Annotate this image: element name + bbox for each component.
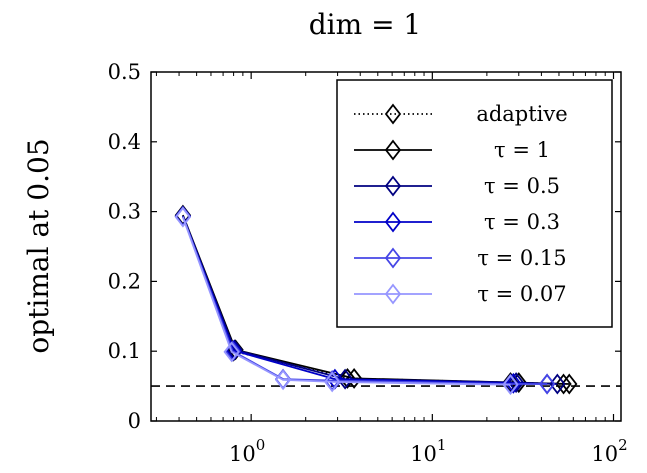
legend-label-4: τ = 0.15	[477, 246, 566, 270]
legend-entry-4: τ = 0.15	[354, 246, 567, 270]
legend-label-3: τ = 0.3	[484, 210, 560, 234]
legend-label-1: τ = 1	[494, 138, 550, 162]
data-point-1-4	[561, 373, 578, 395]
series-line-5	[182, 216, 511, 386]
legend-entry-3: τ = 0.3	[354, 210, 560, 234]
legend-label-5: τ = 0.07	[477, 282, 566, 306]
y-axis-label: optimal at 0.05	[22, 138, 55, 353]
chart-title: dim = 1	[309, 8, 422, 41]
y-tick-label-1: 0.1	[108, 339, 141, 363]
legend-entry-1: τ = 1	[354, 138, 550, 162]
x-tick-label-1: 101	[410, 436, 446, 466]
legend-entry-5: τ = 0.07	[354, 282, 567, 306]
legend-marker-3	[384, 211, 402, 233]
axes: 0 0.1 0.2 0.3 0.4 0.5 100 101 102	[108, 60, 628, 466]
legend-marker-4	[384, 247, 402, 269]
x-tick-label-2: 102	[591, 436, 627, 466]
data-point-2-3	[507, 372, 525, 394]
x-tick-label-0: 100	[229, 436, 265, 466]
legend-marker-2	[384, 175, 402, 197]
data-point-3-3	[505, 372, 522, 394]
legend-marker-1	[384, 139, 402, 161]
data-point-4-5	[538, 373, 556, 395]
plot-area	[151, 204, 621, 396]
legend: adaptive τ = 1 τ = 0.5 τ = 0.3 τ = 0.15 τ = 0…	[336, 79, 613, 328]
data-point-0-4	[555, 373, 572, 395]
data-point-5-4	[502, 374, 519, 396]
data-point-5-3	[324, 371, 341, 393]
series-5	[174, 206, 519, 396]
legend-label-0: adaptive	[476, 102, 567, 126]
y-tick-label-3: 0.3	[108, 200, 141, 224]
y-tick-label-5: 0.5	[108, 60, 141, 84]
legend-entry-0: adaptive	[354, 102, 568, 126]
data-point-5-2	[274, 369, 292, 391]
y-tick-label-0: 0	[128, 409, 141, 433]
y-tick-label-2: 0.2	[108, 269, 141, 293]
legend-entry-2: τ = 0.5	[354, 174, 560, 198]
legend-marker-5	[384, 283, 402, 305]
y-tick-label-4: 0.4	[108, 130, 141, 154]
legend-marker-0	[384, 103, 402, 125]
data-point-5-0	[174, 206, 192, 228]
data-point-5-1	[223, 341, 240, 363]
legend-label-2: τ = 0.5	[484, 174, 560, 198]
legend-box	[336, 79, 613, 328]
plot-frame	[150, 71, 622, 422]
